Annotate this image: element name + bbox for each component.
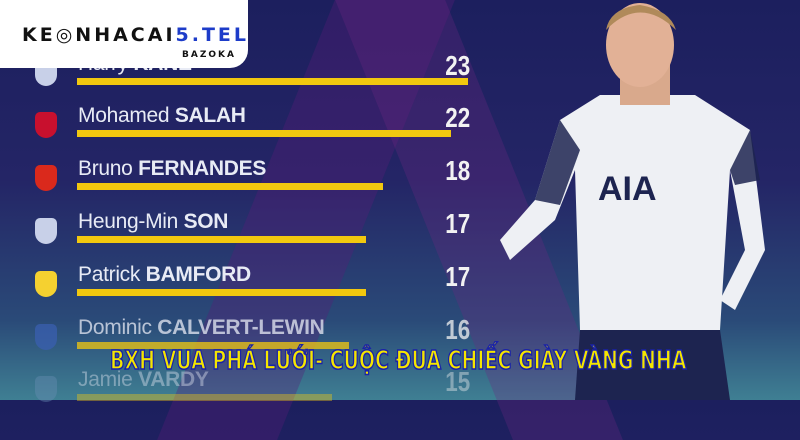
liverpool-crest-icon bbox=[35, 112, 57, 138]
player-name: Patrick BAMFORD bbox=[78, 263, 251, 286]
goals-bar bbox=[77, 183, 383, 190]
scorer-row: Dominic CALVERT-LEWIN 16 bbox=[30, 314, 480, 366]
player-name: Dominic CALVERT-LEWIN bbox=[78, 316, 325, 339]
goals-value: 18 bbox=[445, 155, 470, 186]
scorer-row: Mohamed SALAH 22 bbox=[30, 102, 480, 154]
goals-bar bbox=[77, 394, 332, 401]
leeds-crest-icon bbox=[35, 271, 57, 297]
logo-subtitle: BAZOKA bbox=[182, 50, 236, 60]
player-name: Jamie VARDY bbox=[78, 368, 209, 391]
goals-value: 15 bbox=[445, 366, 470, 397]
player-name: Mohamed SALAH bbox=[78, 104, 246, 127]
manchester-united-crest-icon bbox=[35, 165, 57, 191]
goals-bar bbox=[77, 289, 366, 296]
svg-text:AIA: AIA bbox=[598, 170, 657, 208]
site-logo[interactable]: KE◎NHACAI5.TEL BAZOKA bbox=[0, 0, 248, 68]
leicester-crest-icon bbox=[35, 376, 57, 402]
scorer-row: Patrick BAMFORD 17 bbox=[30, 261, 480, 313]
logo-text: KE◎NHACAI5.TEL bbox=[22, 24, 250, 46]
goals-value: 22 bbox=[445, 102, 470, 133]
scorer-row: Heung-Min SON 17 bbox=[30, 208, 480, 260]
goals-bar bbox=[77, 342, 349, 349]
scorer-row: Bruno FERNANDES 18 bbox=[30, 155, 480, 207]
player-photo: AIA bbox=[500, 3, 765, 400]
scorer-row: Jamie VARDY 15 bbox=[30, 366, 480, 418]
goals-value: 16 bbox=[445, 314, 470, 345]
goals-value: 17 bbox=[445, 261, 470, 292]
goals-value: 17 bbox=[445, 208, 470, 239]
goals-value: 23 bbox=[445, 50, 470, 81]
player-name: Heung-Min SON bbox=[78, 210, 229, 233]
tottenham-crest-icon bbox=[35, 218, 57, 244]
everton-crest-icon bbox=[35, 324, 57, 350]
banner-title: BXH VUA PHÁ LƯỚI- CUỘC ĐUA CHIẾC GIÀY VÀ… bbox=[109, 345, 687, 377]
goals-bar bbox=[77, 130, 451, 137]
player-name: Bruno FERNANDES bbox=[78, 157, 267, 180]
goals-bar bbox=[77, 236, 366, 243]
goals-bar bbox=[77, 78, 468, 85]
